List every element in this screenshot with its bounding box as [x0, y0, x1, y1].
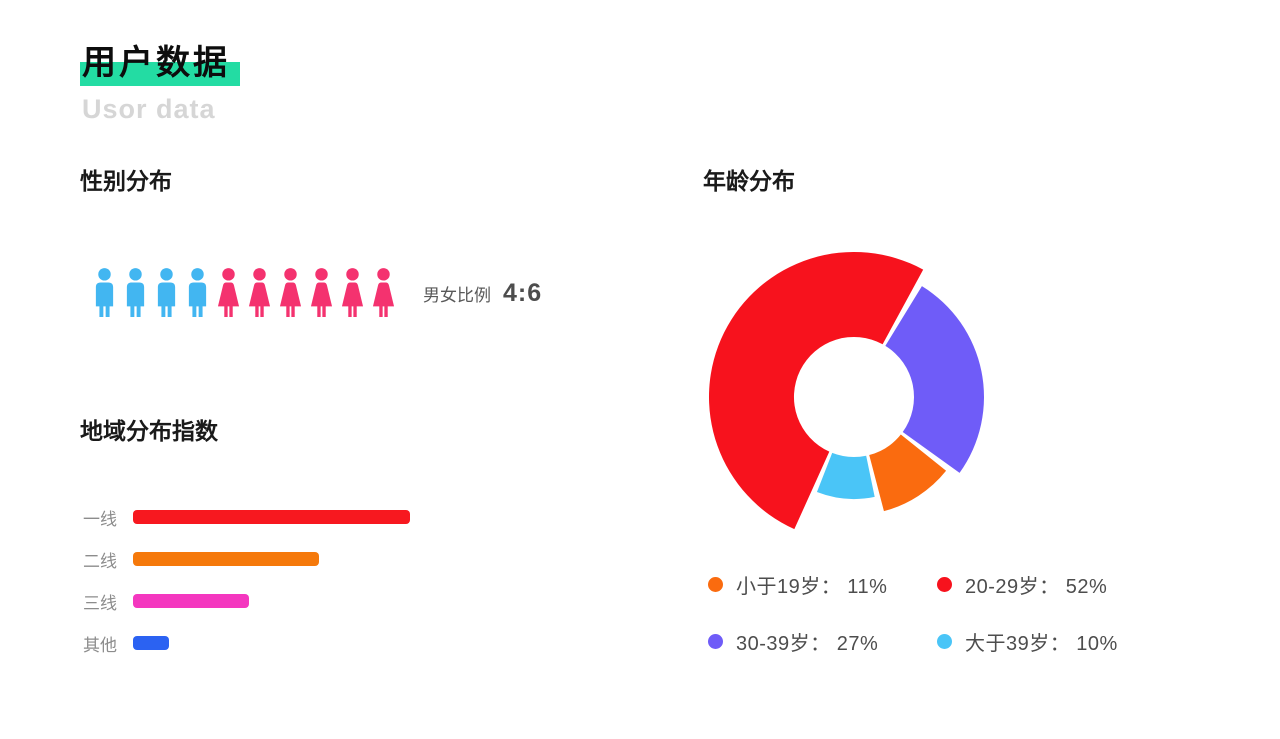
- page-title: 用户数据: [80, 40, 240, 86]
- title-highlight: 用户数据: [80, 40, 240, 86]
- legend-dot-icon: [708, 633, 723, 649]
- bar-row-3: 其他: [80, 622, 410, 664]
- bar-label: 二线: [83, 551, 117, 571]
- title-block: 用户数据 Usor data: [80, 40, 240, 124]
- male-person-icon: [157, 268, 176, 317]
- legend-text: 大于39岁： 10%: [965, 632, 1118, 655]
- donut-slice-2: [816, 452, 875, 499]
- donut-slice-3: [708, 251, 924, 530]
- female-person-icon: [217, 268, 240, 317]
- legend-text: 小于19岁： 11%: [736, 575, 888, 598]
- bar-label: 其他: [83, 635, 117, 655]
- gender-ratio: 男女比例 4:6: [423, 279, 542, 308]
- age-heading: 年龄分布: [703, 168, 795, 194]
- bar-1: [133, 552, 319, 566]
- male-person-icon: [95, 268, 114, 317]
- bar-2: [133, 594, 249, 608]
- legend-text: 20-29岁： 52%: [965, 575, 1108, 598]
- female-person-icon: [279, 268, 302, 317]
- female-person-icon: [372, 268, 395, 317]
- legend-dot-icon: [708, 576, 723, 592]
- bar-row-2: 三线: [80, 580, 410, 622]
- gender-icons-row: [93, 267, 395, 319]
- legend-item-0: 小于19岁： 11%: [708, 568, 937, 600]
- donut-slice-1: [869, 434, 947, 512]
- female-person-icon: [341, 268, 364, 317]
- gender-pictograph: 男女比例 4:6: [93, 266, 542, 320]
- age-donut-chart: [708, 251, 984, 530]
- female-person-icon: [248, 268, 271, 317]
- gender-heading: 性别分布: [80, 168, 172, 194]
- female-person-icon: [310, 268, 333, 317]
- donut-slice-0: [885, 286, 984, 473]
- bar-0: [133, 510, 410, 524]
- page-subtitle: Usor data: [82, 94, 216, 124]
- region-bar-chart: 一线 二线 三线 其他: [80, 496, 410, 664]
- legend-item-2: 30-39岁： 27%: [708, 625, 937, 657]
- bar-label: 三线: [83, 593, 117, 613]
- legend-text: 30-39岁： 27%: [736, 632, 879, 655]
- legend-dot-icon: [937, 576, 952, 592]
- legend-item-1: 20-29岁： 52%: [937, 568, 1118, 600]
- bar-row-0: 一线: [80, 496, 410, 538]
- male-person-icon: [126, 268, 145, 317]
- gender-ratio-value: 4:6: [503, 278, 543, 307]
- region-heading: 地域分布指数: [80, 418, 218, 444]
- bar-3: [133, 636, 169, 650]
- legend-item-3: 大于39岁： 10%: [937, 625, 1118, 657]
- age-legend: 小于19岁： 11% 20-29岁： 52% 30-39岁： 27% 大于39岁： 1…: [708, 568, 1118, 657]
- legend-dot-icon: [937, 633, 952, 649]
- male-person-icon: [188, 268, 207, 317]
- bar-label: 一线: [83, 509, 117, 529]
- gender-ratio-label: 男女比例: [423, 285, 491, 305]
- bar-row-1: 二线: [80, 538, 410, 580]
